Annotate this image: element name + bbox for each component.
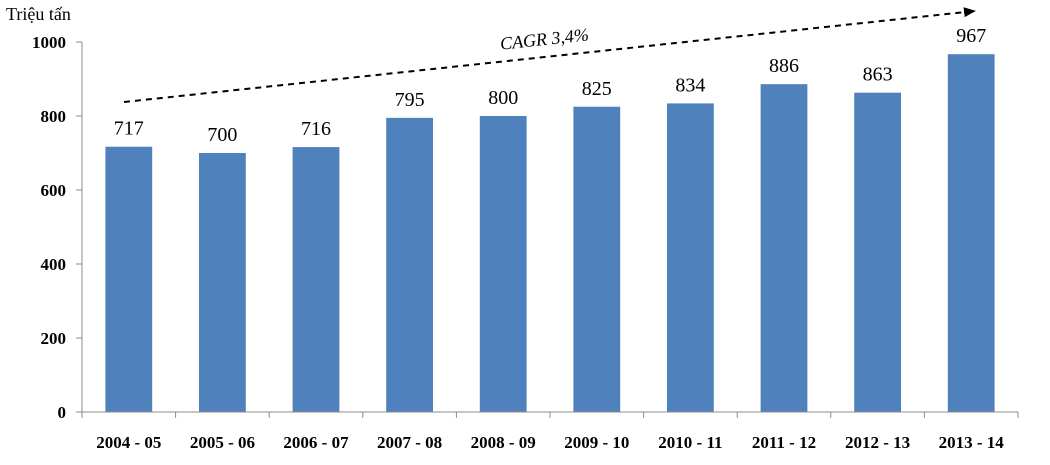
y-tick-label: 800 [41, 107, 67, 126]
x-axis-ticks: 2004 - 05 2005 - 06 2006 - 07 2007 - 08 2008… [81, 412, 1019, 452]
y-tick-label: 0 [58, 403, 67, 422]
bar [947, 54, 995, 413]
bar [760, 84, 808, 413]
data-label: 717 [114, 118, 144, 140]
data-label: 800 [488, 87, 518, 109]
bar [573, 106, 621, 412]
bars [105, 54, 995, 413]
x-tick-label: 2012 - 13 [845, 433, 910, 452]
data-label: 886 [769, 55, 799, 77]
bar [479, 116, 527, 412]
cagr-trend-arrow [123, 7, 976, 103]
bar [199, 153, 246, 412]
x-tick-label: 2010 - 11 [658, 433, 722, 452]
y-tick-label: 400 [41, 255, 67, 274]
data-label: 967 [956, 25, 986, 47]
x-tick-label: 2008 - 09 [471, 433, 536, 452]
bar [667, 103, 714, 413]
data-label: 700 [207, 124, 237, 146]
x-tick-label: 2004 - 05 [96, 433, 161, 452]
data-label: 834 [675, 74, 705, 96]
x-tick-label: 2005 - 06 [190, 433, 255, 452]
bar [105, 146, 153, 412]
data-label: 825 [582, 78, 612, 100]
y-tick-label: 200 [41, 329, 67, 348]
bar [854, 92, 901, 412]
x-tick-label: 2006 - 07 [283, 433, 349, 452]
x-tick-label: 2009 - 10 [564, 433, 629, 452]
data-label: 716 [301, 118, 331, 140]
y-tick-label: 600 [41, 181, 67, 200]
data-label: 795 [395, 89, 425, 111]
y-axis-ticks: 0 200 400 600 800 1000 [32, 33, 82, 422]
bar [386, 117, 433, 412]
y-axis-label: Triệu tấn [6, 4, 71, 24]
x-tick-label: 2007 - 08 [377, 433, 442, 452]
data-labels: 717 700 716 795 800 825 834 886 863 967 [114, 25, 986, 146]
x-tick-label: 2011 - 12 [752, 433, 816, 452]
y-tick-label: 1000 [32, 33, 66, 52]
bar [292, 147, 340, 412]
data-label: 863 [863, 64, 893, 86]
cagr-annotation: CAGR 3,4% [499, 24, 590, 53]
x-tick-label: 2013 - 14 [939, 433, 1005, 452]
